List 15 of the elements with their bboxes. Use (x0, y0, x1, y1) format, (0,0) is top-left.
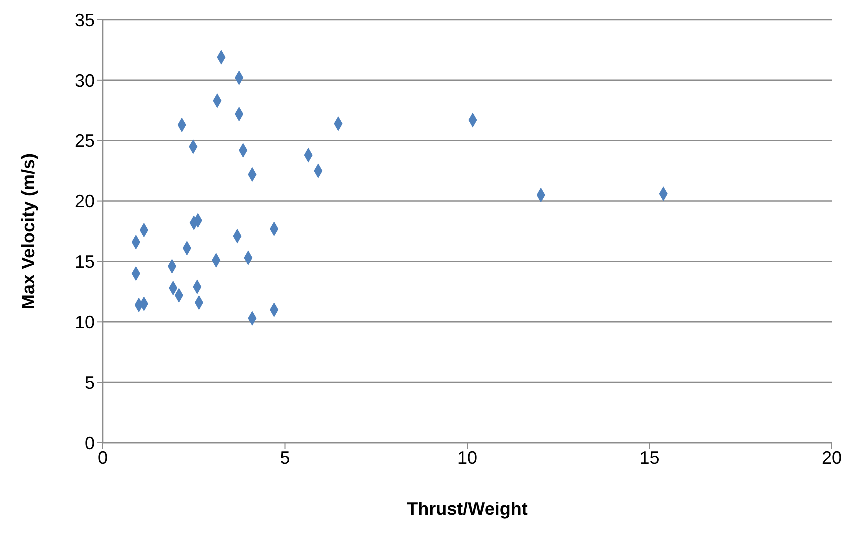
x-tick-label: 5 (280, 448, 290, 468)
y-tick-label: 35 (74, 10, 95, 30)
y-tick-label: 30 (74, 70, 95, 91)
y-tick-label: 10 (74, 312, 95, 333)
x-tick-label: 20 (822, 448, 842, 468)
x-tick-label: 10 (457, 448, 478, 468)
x-tick-label: 0 (98, 448, 108, 468)
y-tick-label: 20 (74, 192, 95, 212)
x-axis-title: Thrust/Weight (407, 499, 528, 519)
y-tick-label: 0 (84, 433, 95, 454)
y-tick-label: 15 (74, 252, 95, 272)
y-tick-label: 5 (84, 372, 95, 393)
x-tick-label: 15 (640, 448, 660, 468)
y-tick-label: 25 (74, 131, 95, 152)
y-axis-title: Max Velocity (m/s) (18, 153, 38, 310)
